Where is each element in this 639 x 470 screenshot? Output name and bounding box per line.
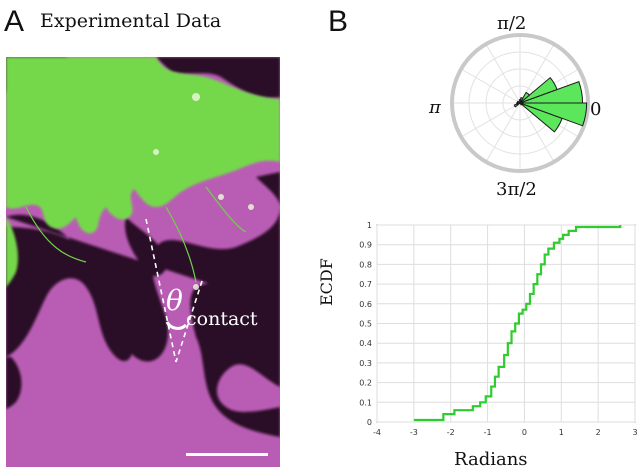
- polar-bar: [518, 99, 522, 104]
- theta-symbol: θ: [166, 284, 183, 317]
- panel-b-letter: B: [328, 5, 349, 38]
- polar-spoke: [519, 102, 555, 163]
- scale-bar: [186, 453, 268, 456]
- ecdf-xtick-label: -4: [373, 428, 381, 437]
- ecdf-xtick-label: 3: [632, 428, 637, 437]
- ecdf-xtick-label: 1: [559, 428, 564, 437]
- green-filaments: [25, 186, 247, 283]
- polar-outer-ring: [450, 33, 590, 173]
- micrograph-image: [6, 57, 280, 467]
- polar-label-zero: 0: [590, 99, 602, 120]
- polar-bars: [513, 76, 588, 133]
- ecdf-ytick-label: 0.2: [359, 379, 372, 388]
- polar-label-pi: π: [429, 97, 441, 118]
- ecdf-xtick-label: -2: [447, 428, 455, 437]
- ecdf-ytick-label: 0: [367, 418, 372, 427]
- ecdf-xlabel: Radians: [454, 449, 528, 470]
- ecdf-ytick-label: 0.8: [359, 260, 372, 269]
- polar-bar: [519, 76, 558, 104]
- polar-spoke: [460, 102, 521, 138]
- polar-bar: [519, 102, 588, 127]
- ecdf-line: [413, 225, 622, 422]
- ecdf-xtick-label: 2: [596, 428, 601, 437]
- polar-label-pi-half: π/2: [497, 13, 527, 34]
- theta-subscript: contact: [186, 308, 258, 330]
- ecdf-ytick-label: 1: [367, 221, 372, 230]
- polar-bar: [519, 91, 531, 104]
- polar-bar: [513, 102, 521, 108]
- ecdf-ytick-label: 0.9: [359, 241, 372, 250]
- ecdf-ticks: -4 -3 -2 -1 0 1 2 3 0 0.1 0.2 0.3 0.4 0.5 0.6 0.7 0.8 0.9…: [359, 221, 637, 437]
- ecdf-chart: -4 -3 -2 -1 0 1 2 3 0 0.1 0.2 0.3 0.4 0.5 0.6 0.7 0.8 0.9…: [359, 221, 637, 437]
- ecdf-xtick-label: -3: [410, 428, 418, 437]
- polar-spoke: [485, 43, 521, 104]
- ecdf-ytick-label: 0.4: [359, 339, 372, 348]
- dark-background-regions: [6, 57, 280, 437]
- ecdf-ytick-label: 0.1: [359, 398, 372, 407]
- ecdf-ytick-label: 0.5: [359, 320, 372, 329]
- ecdf-xtick-label: 0: [522, 428, 527, 437]
- polar-histogram: [450, 33, 590, 173]
- polar-spoke: [485, 102, 521, 163]
- ecdf-ytick-label: 0.6: [359, 300, 372, 309]
- polar-label-three-pi-half: 3π/2: [496, 179, 537, 200]
- green-cell-region: [6, 57, 280, 287]
- ecdf-ytick-label: 0.7: [359, 280, 372, 289]
- panel-a-letter: A: [4, 5, 25, 38]
- bright-highlights: [153, 93, 254, 290]
- panel-a-title: Experimental Data: [40, 10, 222, 32]
- angle-arc: [165, 321, 188, 330]
- polar-spoke: [460, 68, 521, 104]
- contact-angle-lines: [145, 218, 203, 363]
- ecdf-xtick-label: -1: [484, 428, 492, 437]
- ecdf-grid: [376, 224, 636, 423]
- ecdf-ytick-label: 0.3: [359, 359, 372, 368]
